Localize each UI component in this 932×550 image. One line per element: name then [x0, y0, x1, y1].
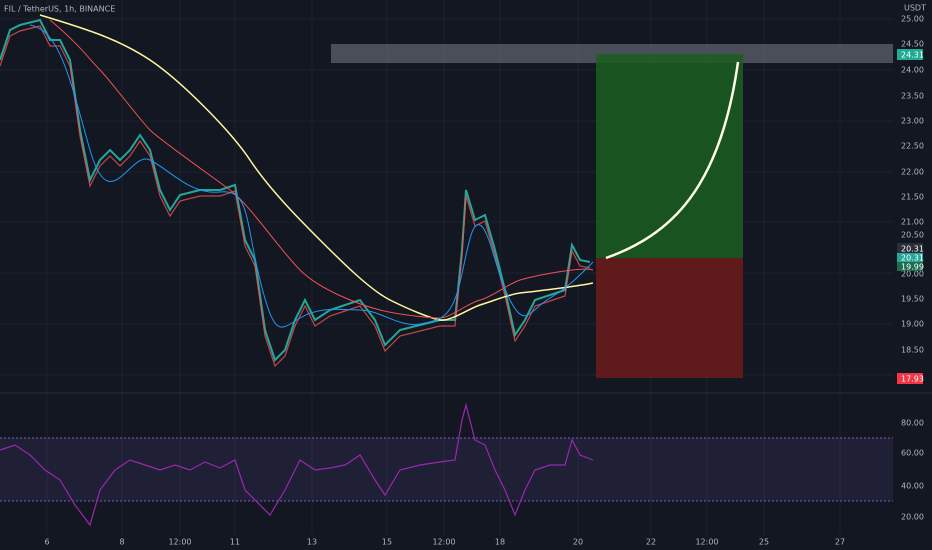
rsi-label: 40.00 [901, 482, 924, 491]
price-label: 18.50 [901, 346, 924, 355]
price-label: 20.00 [901, 270, 924, 279]
projection-curve [605, 61, 740, 260]
rsi-label: 20.00 [901, 513, 924, 522]
mid-ma [49, 19, 594, 319]
price-label: 19.50 [901, 295, 924, 304]
last-tag-text: 20.31 [901, 245, 924, 254]
chart-title: FIL / TetherUS, 1h, BINANCE [4, 5, 115, 14]
current-tag [897, 253, 923, 263]
time-label: 27 [835, 538, 845, 547]
price-axis: 25.00 24.50 24.00 23.50 23.00 22.50 22.0… [901, 15, 924, 355]
price-label: 21.00 [901, 218, 924, 227]
time-label: 12:00 [168, 538, 191, 547]
price-label: 25.00 [901, 15, 924, 24]
rsi-line [0, 402, 594, 527]
target-tag [897, 49, 923, 60]
currency: USDT [904, 4, 926, 13]
price-label: 23.00 [901, 117, 924, 126]
time-label: 8 [119, 538, 124, 547]
time-label: 22 [646, 538, 656, 547]
stop-tag [897, 373, 923, 384]
price-label: 20.50 [901, 231, 924, 240]
price-label: 24.00 [901, 66, 924, 75]
time-label: 20 [573, 538, 583, 547]
time-label: 12:00 [695, 538, 718, 547]
slow-ma [39, 14, 594, 321]
fast-ma [29, 24, 594, 328]
rsi-label: 60.00 [901, 449, 924, 458]
resistance-zone [331, 44, 893, 63]
price-label: 23.50 [901, 92, 924, 101]
grid [0, 0, 893, 535]
price-line [0, 18, 591, 362]
loss-zone [596, 258, 743, 378]
time-axis: 6 8 12:00 11 13 15 12:00 18 20 22 12:00 … [44, 538, 845, 547]
last-tag [897, 243, 923, 254]
time-label: 11 [230, 538, 240, 547]
time-label: 13 [307, 538, 317, 547]
price-label: 22.00 [901, 168, 924, 177]
profit-zone [596, 54, 743, 258]
price-label: 21.50 [901, 193, 924, 202]
price-label: 22.50 [901, 142, 924, 151]
tags: 24.31 20.31 20.31 19.99 17.93 [897, 49, 924, 384]
time-label: 18 [495, 538, 505, 547]
target-tag-text: 24.31 [901, 51, 924, 60]
current-tag-text: 20.31 [901, 254, 924, 263]
price-label: 24.50 [901, 40, 924, 49]
time-label: 6 [44, 538, 49, 547]
rsi-label: 80.00 [901, 419, 924, 428]
rsi-axis: 80.00 60.00 40.00 20.00 [901, 419, 924, 522]
stop-tag-text: 17.93 [901, 375, 924, 384]
ma-tag-text: 19.99 [901, 263, 924, 272]
time-label: 25 [759, 538, 769, 547]
price-label: 19.00 [901, 320, 924, 329]
ma-tag [897, 262, 923, 271]
rsi-band [0, 438, 893, 501]
time-label: 15 [382, 538, 392, 547]
time-label: 12:00 [432, 538, 455, 547]
